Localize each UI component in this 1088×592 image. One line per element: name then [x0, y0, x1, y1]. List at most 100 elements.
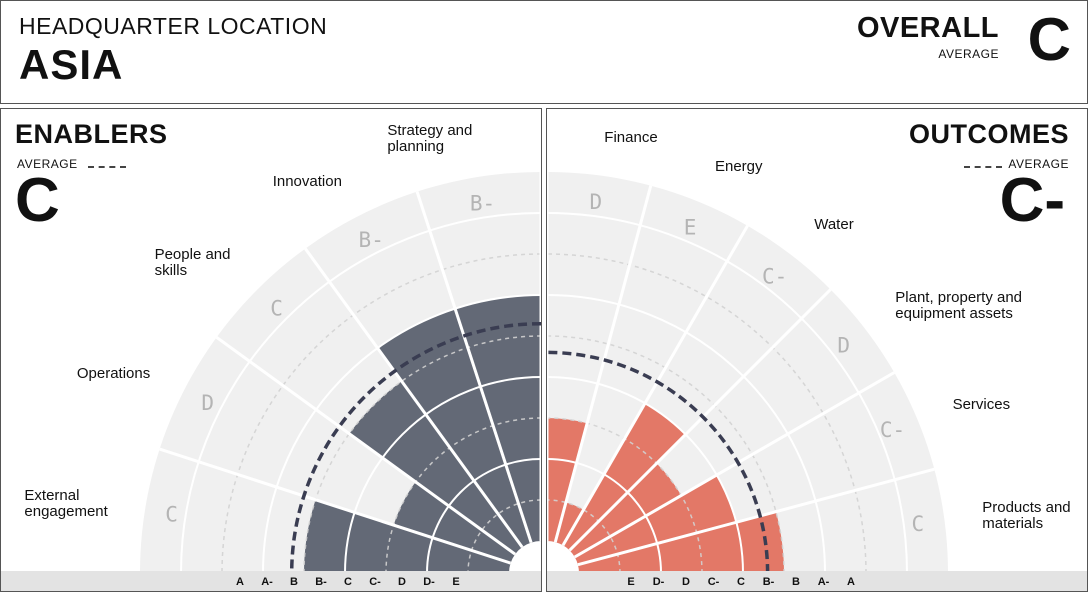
sector-separator — [159, 447, 512, 565]
grid-ring — [180, 212, 541, 574]
outcomes-scale-label: B- — [762, 576, 775, 588]
category-label-line: Strategy and — [387, 122, 473, 140]
enablers-bar-5 — [304, 499, 511, 573]
enablers-average-legend-line — [88, 166, 126, 168]
enablers-bar-4 — [393, 481, 516, 564]
category-label-line: Innovation — [272, 172, 342, 190]
outcomes-scale-label: D- — [652, 576, 665, 588]
grid-ring — [467, 499, 541, 574]
category-label-line: skills — [154, 261, 188, 279]
sector-separator — [553, 185, 653, 543]
category-label-line: Finance — [604, 128, 658, 146]
grid-ring — [344, 376, 541, 574]
outcomes-bar-1 — [577, 511, 784, 573]
enablers-average-line — [289, 321, 541, 574]
category-label-line: Services — [952, 396, 1011, 413]
enablers-grade-label-1: B- — [470, 192, 495, 216]
outcomes-category-label-5: Energy — [715, 159, 763, 175]
category-label-line: People and — [154, 245, 231, 263]
outcomes-average-legend-line — [964, 166, 1002, 168]
category-label-line: Plant, property and — [895, 288, 1023, 306]
outcomes-category-label-1: Products and materials — [982, 498, 1071, 532]
outcomes-average-line — [547, 350, 770, 574]
enablers-scale-bar — [1, 571, 541, 591]
enablers-category-label-2: Innovation — [272, 172, 342, 190]
enablers-panel: B- B- C D C ENABLERS AVERAGE C Strategy and p… — [0, 108, 542, 592]
sector-separator — [573, 371, 896, 559]
category-label-line: Energy — [714, 158, 763, 176]
grid-ring — [426, 458, 541, 574]
outcomes-grade-label-5: E — [684, 215, 697, 239]
hq-label: HEADQUARTER LOCATION — [19, 13, 328, 39]
category-label-line: engagement — [24, 503, 108, 521]
grid-ring — [262, 294, 541, 574]
enablers-average-grade: C — [15, 166, 60, 235]
outcomes-category-label-6: Finance — [604, 128, 658, 146]
hq-value: ASIA — [19, 41, 124, 88]
enablers-scale-label: B — [290, 576, 298, 588]
outcomes-bar-4 — [563, 403, 686, 551]
enablers-title: ENABLERS — [15, 119, 168, 149]
enablers-scale-label: E — [452, 576, 460, 588]
grid-ring — [221, 253, 541, 574]
outcomes-title: OUTCOMES — [908, 119, 1069, 149]
enablers-category-label-1: Strategy and planning — [387, 123, 472, 155]
category-label-line: materials — [982, 514, 1044, 532]
sector-separator — [215, 336, 516, 556]
outcomes-grade-label-4: C- — [762, 264, 787, 288]
outcomes-average-grade: C- — [999, 166, 1065, 235]
category-label-line: equipment assets — [895, 304, 1013, 322]
category-label-line: planning — [387, 138, 445, 156]
outcomes-scale-label: A- — [817, 576, 830, 588]
enablers-grade-label-3: C — [270, 297, 283, 321]
enablers-scale-label: A- — [261, 576, 273, 588]
enablers-chart: B- B- C D C — [140, 172, 541, 575]
outcomes-scale-label: C — [737, 576, 745, 588]
enablers-scale-label: D — [398, 576, 406, 588]
header-panel: HEADQUARTER LOCATION ASIA OVERALL AVERAG… — [0, 0, 1088, 104]
enablers-bar-1 — [455, 295, 541, 543]
grid-ring — [303, 335, 541, 574]
outcomes-scale-label: A — [847, 576, 855, 588]
outcomes-category-label-2: Services — [953, 397, 1011, 413]
outcomes-scale-bar — [547, 571, 1087, 591]
category-label-line: Water — [814, 215, 854, 233]
outcomes-bar-5 — [555, 502, 584, 546]
enablers-category-label-5: External engagement — [24, 488, 107, 520]
enablers-scale-label: C — [344, 576, 352, 588]
enablers-category-label-3: People and skills — [154, 245, 231, 279]
overall-grade: C — [1027, 6, 1071, 73]
enablers-scale-label: C- — [369, 576, 381, 588]
outcomes-category-label-4: Water — [814, 215, 854, 233]
outcomes-grade-label-3: D — [837, 333, 850, 357]
enablers-bar-3 — [349, 381, 523, 555]
outcomes-average-label: AVERAGE — [1008, 157, 1069, 171]
outcomes-bar-3 — [569, 463, 682, 557]
outcomes-bar-6 — [547, 418, 588, 543]
enablers-category-label-4: Operations — [76, 364, 151, 382]
outcomes-grade-label-2: C- — [880, 418, 905, 442]
outcomes-bar-2 — [574, 475, 737, 565]
enablers-scale-label: B- — [315, 576, 327, 588]
outcomes-panel: C C- D C- E D OUTCOMES AVERAGE C- Products an… — [546, 108, 1088, 592]
enablers-scale-label: D- — [423, 576, 435, 588]
category-label-line: External — [24, 487, 80, 505]
category-label-line: Products and — [982, 498, 1071, 516]
sector-separator — [561, 224, 749, 547]
outcomes-scale-label: E — [627, 576, 635, 588]
sector-separator — [568, 288, 832, 552]
sector-separator — [304, 247, 524, 548]
outcomes-scale-label: D — [682, 576, 690, 588]
enablers-bar-2 — [377, 308, 532, 548]
outcomes-category-label-3: Plant, property and equipment assets — [895, 288, 1023, 322]
grid-ring — [385, 417, 541, 574]
sector-separator — [577, 467, 935, 567]
outcomes-scale-label: B — [792, 576, 800, 588]
outcomes-grade-label-6: D — [589, 190, 602, 214]
outcomes-chart: C C- D C- E D — [547, 172, 948, 575]
outcomes-grade-label-1: C — [911, 512, 924, 536]
category-label-line: Operations — [76, 364, 151, 382]
enablers-grade-label-4: D — [201, 391, 214, 415]
overall-label: OVERALL — [856, 12, 999, 44]
enablers-scale-label: A — [236, 576, 244, 588]
